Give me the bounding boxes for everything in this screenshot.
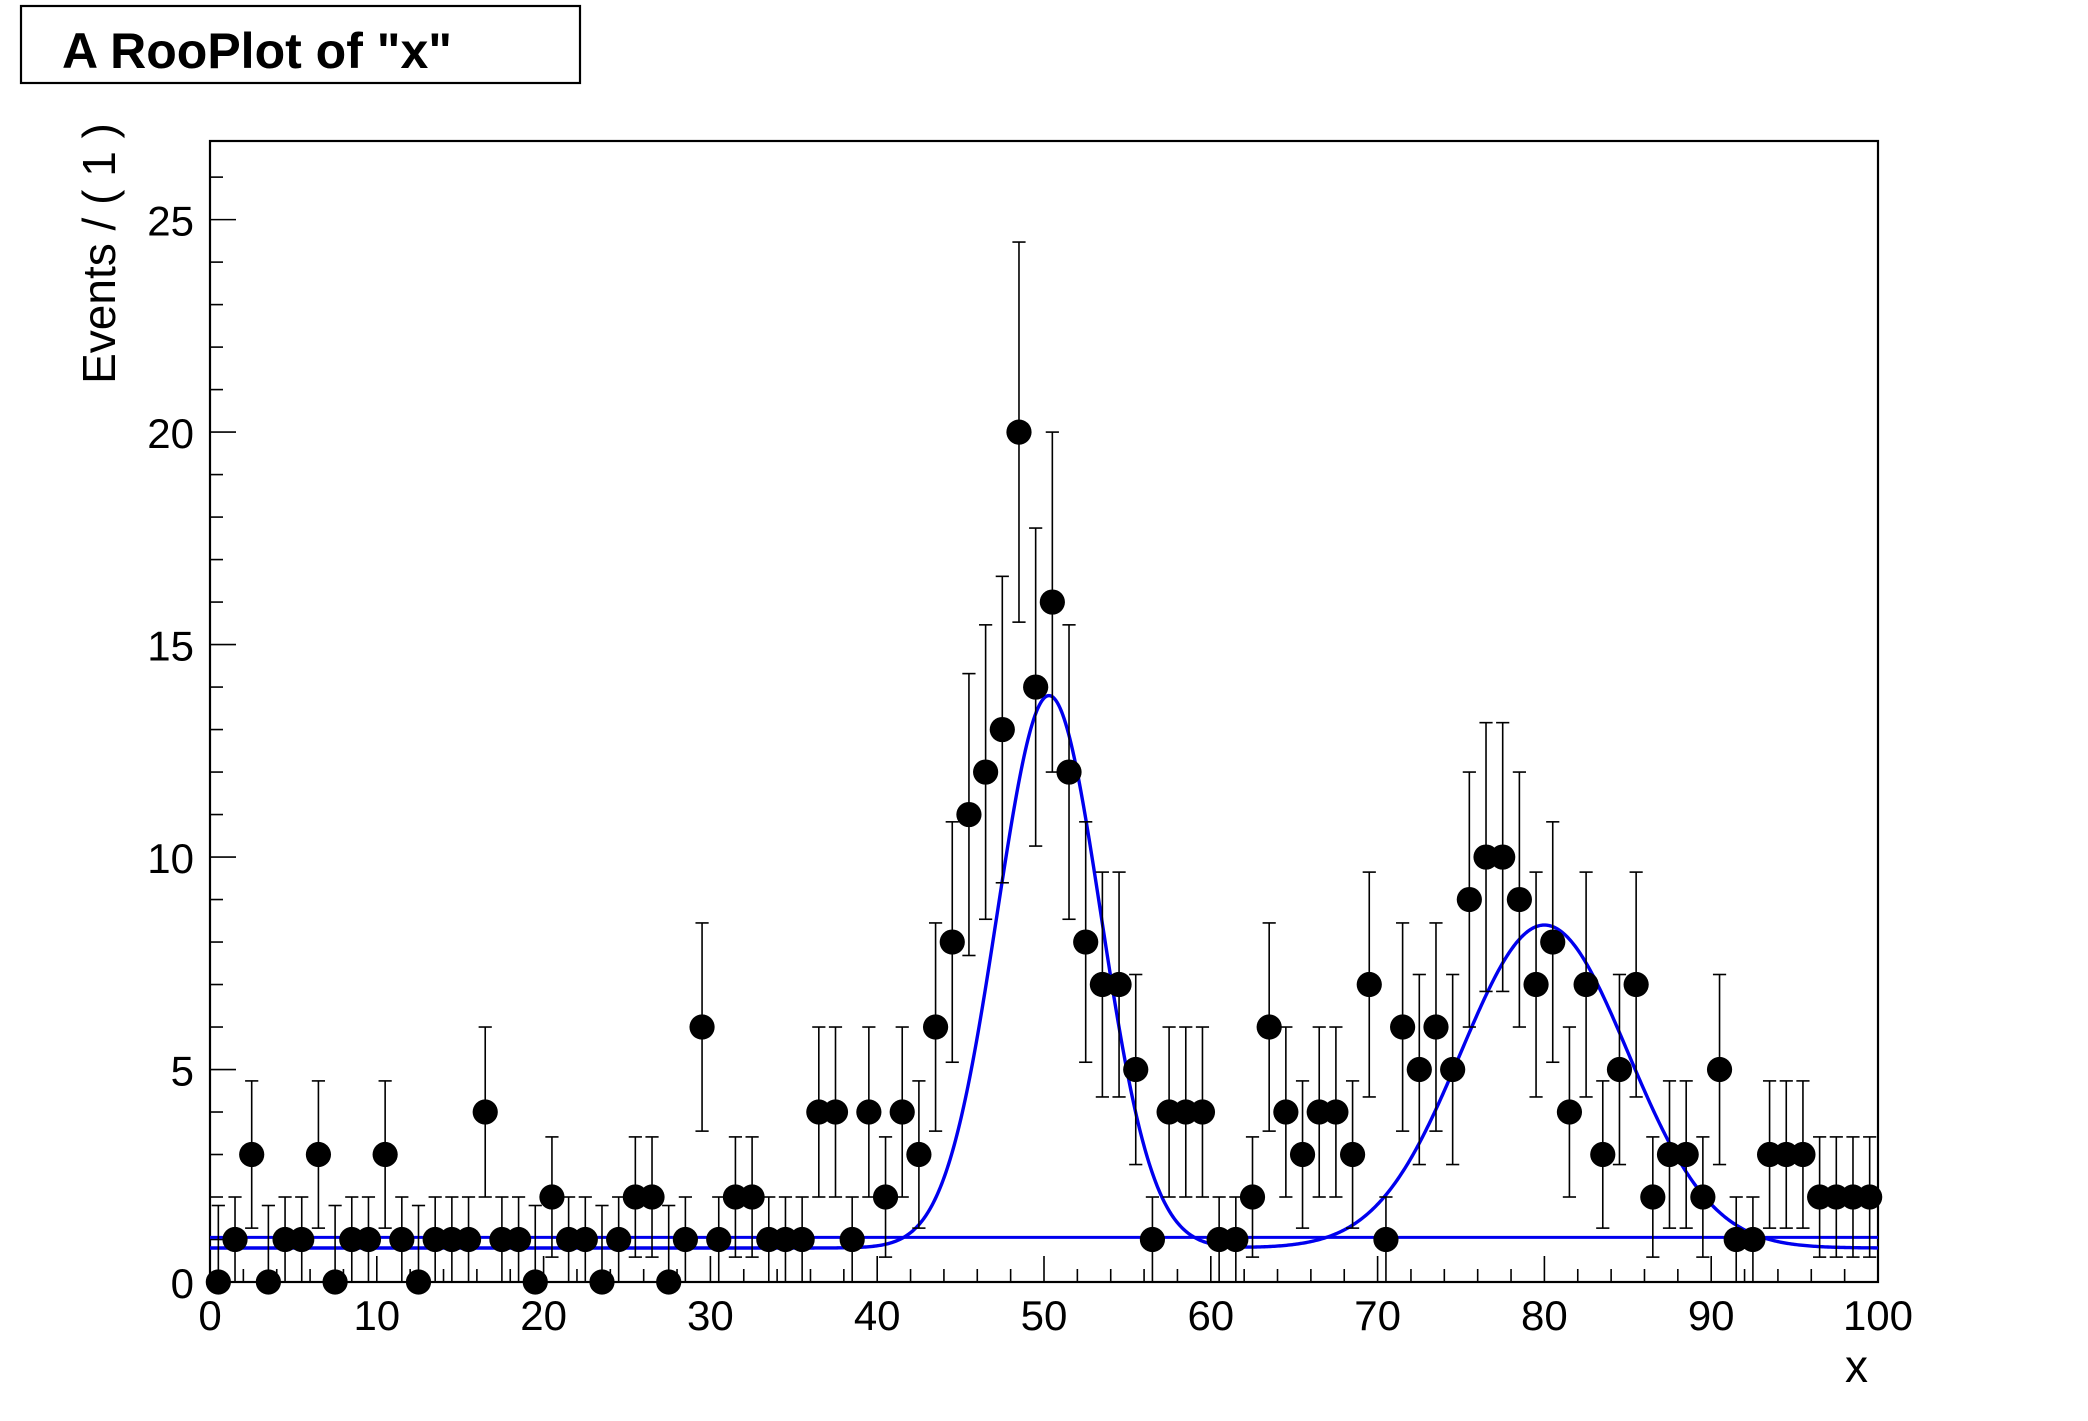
svg-text:30: 30 [687,1292,734,1339]
svg-text:0: 0 [198,1292,221,1339]
svg-text:10: 10 [353,1292,400,1339]
svg-text:Events / ( 1 ): Events / ( 1 ) [73,123,125,384]
svg-text:40: 40 [854,1292,901,1339]
svg-text:10: 10 [147,835,194,882]
svg-text:50: 50 [1021,1292,1068,1339]
svg-text:20: 20 [520,1292,567,1339]
svg-text:A RooPlot of "x": A RooPlot of "x" [62,23,452,79]
svg-text:25: 25 [147,198,194,245]
svg-text:80: 80 [1521,1292,1568,1339]
svg-text:x: x [1845,1340,1868,1392]
svg-text:60: 60 [1187,1292,1234,1339]
svg-text:100: 100 [1843,1292,1913,1339]
svg-text:70: 70 [1354,1292,1401,1339]
svg-text:15: 15 [147,623,194,670]
svg-text:5: 5 [171,1048,194,1095]
svg-text:90: 90 [1688,1292,1735,1339]
svg-text:0: 0 [171,1260,194,1307]
svg-text:20: 20 [147,410,194,457]
